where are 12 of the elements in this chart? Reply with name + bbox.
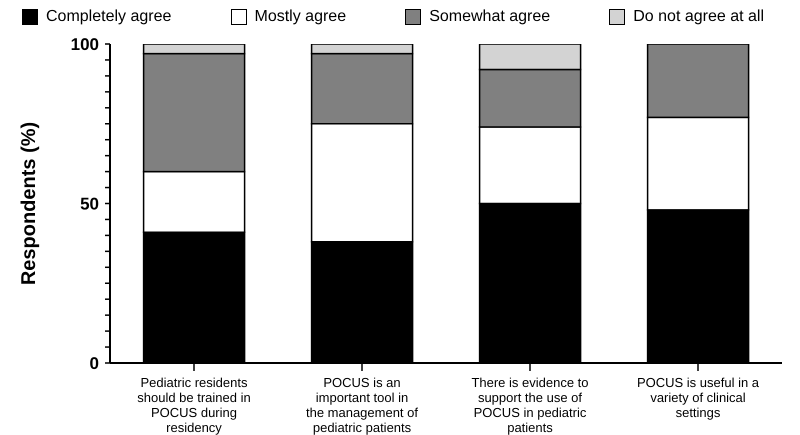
x-tick-label: There is evidence to support the use of POCUS in pediatric patients xyxy=(471,375,589,435)
y-tick-label: 100 xyxy=(70,35,99,54)
y-axis-title: Respondents (%) xyxy=(18,122,40,286)
x-tick-label: Pediatric residents should be trained in POCUS during residency xyxy=(137,375,251,435)
legend-label: Completely agree xyxy=(45,8,172,26)
x-tick-label: POCUS is useful in a variety of clinical settings xyxy=(636,375,760,420)
y-tick-label: 0 xyxy=(90,354,99,373)
legend-label: Do not agree at all xyxy=(632,8,764,26)
legend-label: Somewhat agree xyxy=(428,8,550,26)
x-tick-label: POCUS is an important tool in the management of pediatric patients xyxy=(306,375,418,435)
y-tick-label: 50 xyxy=(80,194,99,214)
legend-label: Mostly agree xyxy=(254,8,346,26)
